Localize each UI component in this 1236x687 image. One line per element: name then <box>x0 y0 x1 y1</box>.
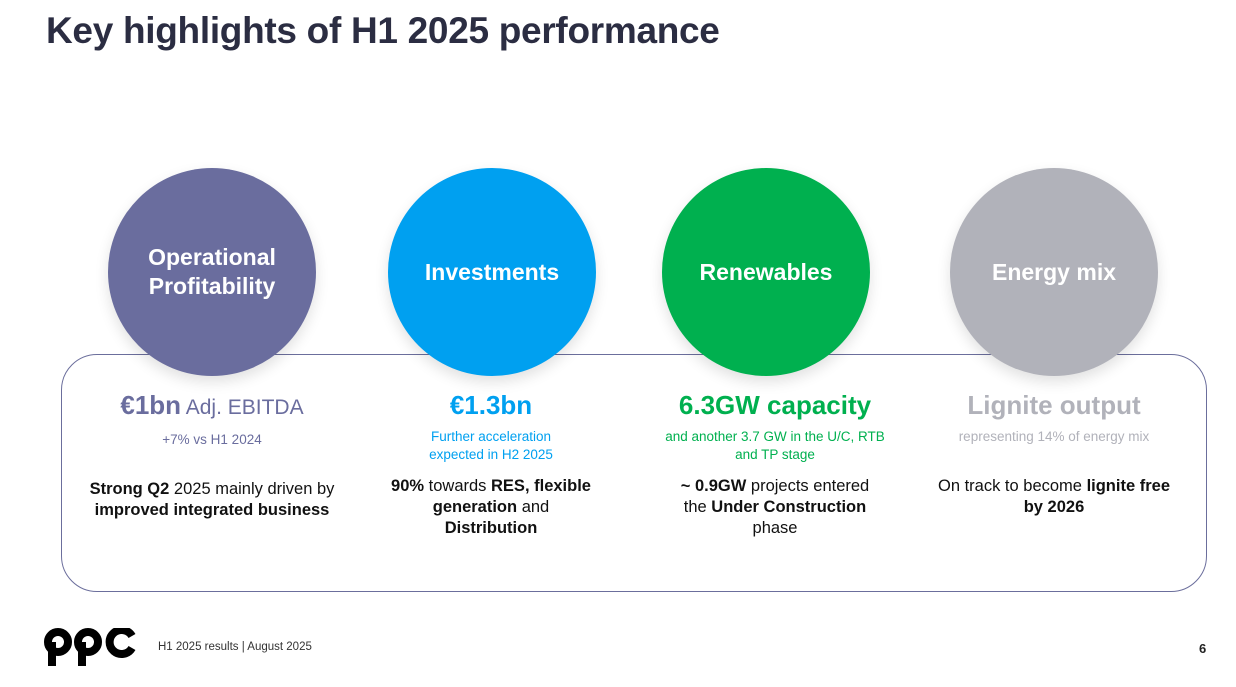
highlight-column-profitability: €1bn Adj. EBITDA +7% vs H1 2024 Strong Q… <box>67 388 357 521</box>
circle-label: Renewables <box>699 258 833 285</box>
metric-main: €1bn <box>120 390 182 420</box>
circle-label: Investments <box>424 258 560 285</box>
body-segment: towards <box>424 477 492 495</box>
body-segment: lignite free by 2026 <box>1023 477 1170 516</box>
body-segment: Strong Q2 <box>89 480 170 498</box>
metric-main: Lignite output <box>967 390 1141 420</box>
body-segment: phase <box>752 519 798 537</box>
circle-label: Operational <box>148 244 276 270</box>
body-segment: projects entered the <box>683 477 870 516</box>
highlight-column-renewables: 6.3GW capacity and another 3.7 GW in the… <box>630 388 920 539</box>
body-segment: 90% <box>391 477 425 495</box>
circle-energy-mix: Energy mix <box>950 168 1158 376</box>
highlight-column-investments: €1.3bn Further acceleration expected in … <box>346 388 636 539</box>
ppc-logo <box>44 626 136 673</box>
footer-text: H1 2025 results | August 2025 <box>158 641 312 653</box>
body-segment: Under Construction <box>711 498 867 516</box>
highlights-frame <box>61 354 1207 592</box>
metric-subtext: and another 3.7 GW in the U/C, RTB and T… <box>665 429 885 462</box>
metric-main: 6.3GW capacity <box>678 390 872 420</box>
body-segment: improved integrated business <box>94 501 330 519</box>
metric-subtext: +7% vs H1 2024 <box>162 432 262 447</box>
body-segment: ~ 0.9GW <box>680 477 747 495</box>
body-segment: 2025 mainly driven by <box>169 480 335 498</box>
metric-main: €1.3bn <box>449 390 533 420</box>
highlight-body: 90% towards RES, flexible generation and… <box>346 476 636 539</box>
circle-label: Energy mix <box>992 258 1116 285</box>
metric-suffix: Adj. EBITDA <box>181 396 304 419</box>
page-title: Key highlights of H1 2025 performance <box>46 10 720 51</box>
body-segment: and <box>517 498 550 516</box>
body-segment: Distribution <box>444 519 538 537</box>
page-number: 6 <box>1199 641 1207 656</box>
body-segment: On track to become <box>937 477 1087 495</box>
metric-value: Lignite output <box>909 388 1199 422</box>
highlight-body: Strong Q2 2025 mainly driven by improved… <box>67 479 357 521</box>
metric-value: €1.3bn <box>346 388 636 422</box>
ppc-logo-icon <box>44 626 136 666</box>
body-segment: RES, flexible generation <box>432 477 591 516</box>
highlight-body: On track to become lignite free by 2026 <box>909 476 1199 518</box>
circle-label: Profitability <box>148 273 276 299</box>
highlight-body: ~ 0.9GW projects entered the Under Const… <box>630 476 920 539</box>
circle-operational-profitability: Operational Profitability <box>108 168 316 376</box>
highlight-column-energy-mix: Lignite output representing 14% of energ… <box>909 388 1199 518</box>
metric-value: €1bn Adj. EBITDA <box>67 388 357 425</box>
metric-subtext: Further acceleration expected in H2 2025 <box>429 429 553 462</box>
circle-investments: Investments <box>388 168 596 376</box>
metric-subtext: representing 14% of energy mix <box>958 429 1150 444</box>
metric-value: 6.3GW capacity <box>630 388 920 422</box>
circle-renewables: Renewables <box>662 168 870 376</box>
